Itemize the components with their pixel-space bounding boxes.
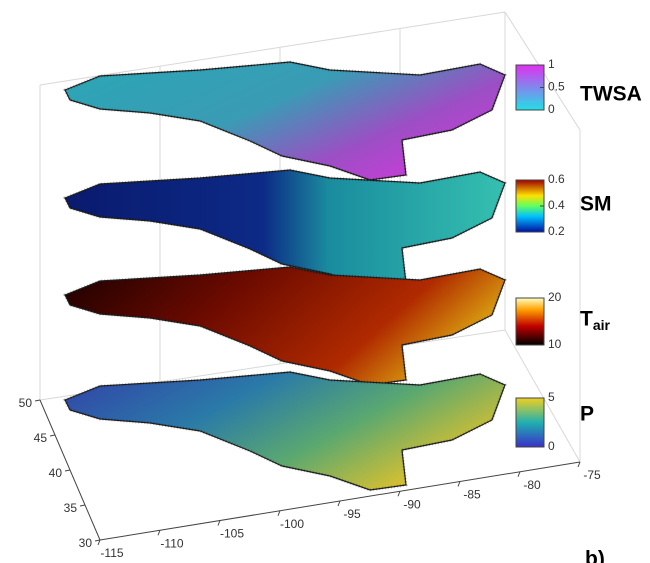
- layer-label: P: [580, 403, 594, 426]
- y-tick-label: 30: [79, 536, 93, 550]
- map-surface: [65, 62, 505, 180]
- x-tick-label: -80: [523, 478, 541, 492]
- x-tick-label: -105: [220, 527, 244, 541]
- y-tick-label: 50: [19, 396, 33, 410]
- layer-label: SM: [580, 193, 612, 216]
- x-tick-label: -75: [583, 468, 601, 482]
- map-layer: [65, 62, 505, 180]
- x-tick-label: -90: [403, 497, 421, 511]
- colorbar-tick-label: 5: [548, 390, 555, 404]
- colorbar-tick-label: 0.6: [548, 172, 565, 186]
- colorbar: [516, 65, 544, 110]
- colorbar-tick-label: 0.4: [548, 198, 565, 212]
- map-surface: [65, 267, 505, 385]
- colorbar-tick-label: 20: [548, 290, 562, 304]
- colorbar-tick-label: 0.5: [548, 80, 565, 94]
- map-surface: [65, 372, 505, 490]
- colorbar-tick-label: 10: [548, 337, 562, 351]
- maps: [65, 62, 505, 490]
- x-tick-label: -100: [280, 517, 304, 531]
- x-tick-label: -95: [343, 507, 361, 521]
- x-tick-label: -110: [160, 536, 183, 550]
- colorbar-tick-label: 0: [548, 102, 555, 116]
- y-tick-label: 45: [34, 431, 48, 445]
- map-layer: [65, 372, 505, 490]
- y-tick: [65, 470, 70, 471]
- panel-label: b): [585, 548, 605, 563]
- y-tick: [35, 400, 40, 401]
- figure: -115-110-105-100-95-90-85-80-75504540353…: [0, 0, 650, 563]
- colorbar-tick-label: 0: [548, 439, 555, 453]
- map-layer: [65, 267, 505, 385]
- colorbar-tick-label: 1: [548, 57, 555, 71]
- x-tick-label: -85: [463, 488, 481, 502]
- y-tick-label: 40: [49, 466, 63, 480]
- y-tick: [80, 505, 85, 506]
- layer-label: Tair: [580, 308, 611, 333]
- y-tick: [50, 435, 55, 436]
- layer-label: TWSA: [580, 83, 642, 106]
- y-tick-label: 35: [64, 501, 78, 515]
- colorbar: [516, 398, 544, 447]
- colorbar: [516, 180, 544, 232]
- colorbar-tick-label: 0.2: [548, 224, 565, 238]
- x-tick-label: -115: [100, 546, 123, 560]
- colorbar: [516, 298, 544, 345]
- layer-label-subscript: air: [593, 317, 611, 333]
